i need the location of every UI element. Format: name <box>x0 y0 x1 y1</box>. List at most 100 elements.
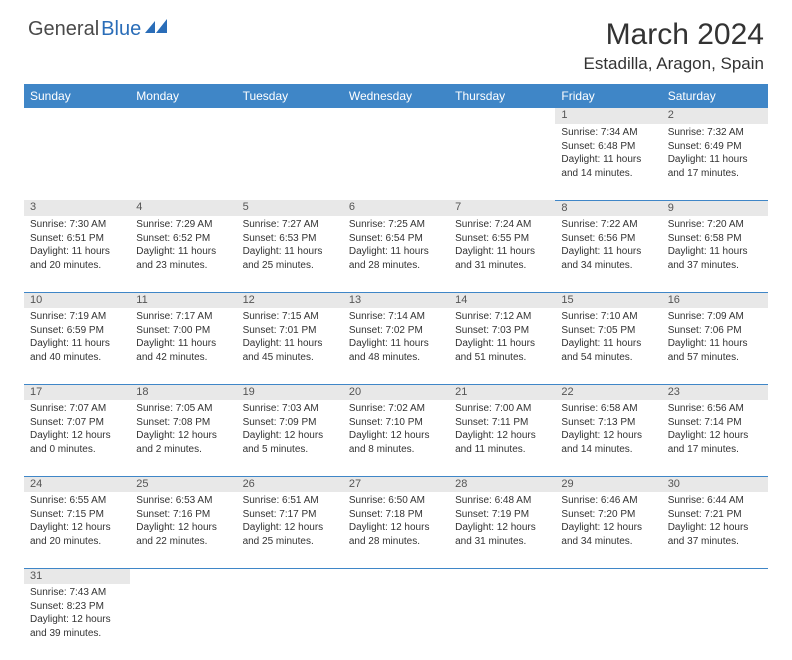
day-content-cell: Sunrise: 7:12 AMSunset: 7:03 PMDaylight:… <box>449 308 555 384</box>
day-number: 28 <box>449 477 555 491</box>
day-number: 9 <box>662 201 768 215</box>
day-number-row: 31 <box>24 568 768 584</box>
day-content-cell <box>343 124 449 200</box>
day-info: Sunrise: 6:53 AMSunset: 7:16 PMDaylight:… <box>130 492 236 552</box>
day-info: Sunrise: 6:50 AMSunset: 7:18 PMDaylight:… <box>343 492 449 552</box>
day-number: 1 <box>555 108 661 122</box>
day-number: 15 <box>555 293 661 307</box>
day-info: Sunrise: 7:32 AMSunset: 6:49 PMDaylight:… <box>662 124 768 184</box>
day-number-cell <box>343 108 449 124</box>
day-info: Sunrise: 6:55 AMSunset: 7:15 PMDaylight:… <box>24 492 130 552</box>
day-number-cell: 25 <box>130 476 236 492</box>
day-info: Sunrise: 7:24 AMSunset: 6:55 PMDaylight:… <box>449 216 555 276</box>
weekday-header: Sunday <box>24 84 130 108</box>
day-content-cell: Sunrise: 6:51 AMSunset: 7:17 PMDaylight:… <box>237 492 343 568</box>
day-info: Sunrise: 7:00 AMSunset: 7:11 PMDaylight:… <box>449 400 555 460</box>
day-number-cell: 14 <box>449 292 555 308</box>
day-number: 18 <box>130 385 236 399</box>
day-info: Sunrise: 7:15 AMSunset: 7:01 PMDaylight:… <box>237 308 343 368</box>
day-info: Sunrise: 7:20 AMSunset: 6:58 PMDaylight:… <box>662 216 768 276</box>
day-content-cell: Sunrise: 7:10 AMSunset: 7:05 PMDaylight:… <box>555 308 661 384</box>
day-number-cell: 22 <box>555 384 661 400</box>
location: Estadilla, Aragon, Spain <box>583 54 764 74</box>
day-number-cell: 17 <box>24 384 130 400</box>
day-content-cell: Sunrise: 7:29 AMSunset: 6:52 PMDaylight:… <box>130 216 236 292</box>
day-content-cell: Sunrise: 6:46 AMSunset: 7:20 PMDaylight:… <box>555 492 661 568</box>
day-content-row: Sunrise: 6:55 AMSunset: 7:15 PMDaylight:… <box>24 492 768 568</box>
day-content-row: Sunrise: 7:43 AMSunset: 8:23 PMDaylight:… <box>24 584 768 660</box>
day-content-cell: Sunrise: 7:27 AMSunset: 6:53 PMDaylight:… <box>237 216 343 292</box>
day-info: Sunrise: 7:29 AMSunset: 6:52 PMDaylight:… <box>130 216 236 276</box>
day-content-row: Sunrise: 7:30 AMSunset: 6:51 PMDaylight:… <box>24 216 768 292</box>
header: GeneralBlue March 2024 Estadilla, Aragon… <box>0 0 792 78</box>
day-content-cell: Sunrise: 7:14 AMSunset: 7:02 PMDaylight:… <box>343 308 449 384</box>
day-content-cell: Sunrise: 7:22 AMSunset: 6:56 PMDaylight:… <box>555 216 661 292</box>
day-number-cell <box>130 568 236 584</box>
day-content-cell: Sunrise: 7:07 AMSunset: 7:07 PMDaylight:… <box>24 400 130 476</box>
day-info: Sunrise: 7:34 AMSunset: 6:48 PMDaylight:… <box>555 124 661 184</box>
day-number: 8 <box>555 201 661 215</box>
day-info: Sunrise: 7:14 AMSunset: 7:02 PMDaylight:… <box>343 308 449 368</box>
day-info: Sunrise: 7:02 AMSunset: 7:10 PMDaylight:… <box>343 400 449 460</box>
day-content-cell: Sunrise: 7:25 AMSunset: 6:54 PMDaylight:… <box>343 216 449 292</box>
day-number: 16 <box>662 293 768 307</box>
day-number: 26 <box>237 477 343 491</box>
day-number-cell: 28 <box>449 476 555 492</box>
weekday-header: Saturday <box>662 84 768 108</box>
day-content-cell: Sunrise: 6:48 AMSunset: 7:19 PMDaylight:… <box>449 492 555 568</box>
day-info: Sunrise: 6:58 AMSunset: 7:13 PMDaylight:… <box>555 400 661 460</box>
day-number: 23 <box>662 385 768 399</box>
weekday-header: Wednesday <box>343 84 449 108</box>
day-info: Sunrise: 6:44 AMSunset: 7:21 PMDaylight:… <box>662 492 768 552</box>
day-content-cell <box>237 124 343 200</box>
day-info: Sunrise: 7:03 AMSunset: 7:09 PMDaylight:… <box>237 400 343 460</box>
day-number-cell: 9 <box>662 200 768 216</box>
day-number: 31 <box>24 569 130 583</box>
day-info: Sunrise: 7:10 AMSunset: 7:05 PMDaylight:… <box>555 308 661 368</box>
day-number: 3 <box>24 200 130 214</box>
day-info: Sunrise: 7:07 AMSunset: 7:07 PMDaylight:… <box>24 400 130 460</box>
day-content-cell: Sunrise: 6:56 AMSunset: 7:14 PMDaylight:… <box>662 400 768 476</box>
day-number: 21 <box>449 385 555 399</box>
day-info: Sunrise: 7:05 AMSunset: 7:08 PMDaylight:… <box>130 400 236 460</box>
day-number-cell <box>130 108 236 124</box>
day-number-cell: 11 <box>130 292 236 308</box>
day-number-cell: 19 <box>237 384 343 400</box>
day-number: 19 <box>237 385 343 399</box>
day-content-cell: Sunrise: 7:30 AMSunset: 6:51 PMDaylight:… <box>24 216 130 292</box>
day-number-cell <box>449 108 555 124</box>
day-info: Sunrise: 7:43 AMSunset: 8:23 PMDaylight:… <box>24 584 130 644</box>
day-number-cell: 6 <box>343 200 449 216</box>
weekday-header-row: SundayMondayTuesdayWednesdayThursdayFrid… <box>24 84 768 108</box>
weekday-header: Monday <box>130 84 236 108</box>
day-number-cell <box>343 568 449 584</box>
day-number-cell: 7 <box>449 200 555 216</box>
day-content-cell: Sunrise: 7:20 AMSunset: 6:58 PMDaylight:… <box>662 216 768 292</box>
day-content-cell: Sunrise: 7:02 AMSunset: 7:10 PMDaylight:… <box>343 400 449 476</box>
day-number-cell <box>555 568 661 584</box>
day-info: Sunrise: 7:22 AMSunset: 6:56 PMDaylight:… <box>555 216 661 276</box>
day-number-cell: 1 <box>555 108 661 124</box>
day-content-cell <box>237 584 343 660</box>
day-number-cell <box>662 568 768 584</box>
day-number-cell: 4 <box>130 200 236 216</box>
day-number-cell: 18 <box>130 384 236 400</box>
day-content-cell <box>555 584 661 660</box>
day-content-cell: Sunrise: 7:24 AMSunset: 6:55 PMDaylight:… <box>449 216 555 292</box>
weekday-header: Tuesday <box>237 84 343 108</box>
day-number: 24 <box>24 477 130 491</box>
day-number: 13 <box>343 293 449 307</box>
day-number-cell: 2 <box>662 108 768 124</box>
day-info: Sunrise: 6:51 AMSunset: 7:17 PMDaylight:… <box>237 492 343 552</box>
day-number-cell <box>237 108 343 124</box>
day-number: 10 <box>24 293 130 307</box>
day-content-cell <box>449 584 555 660</box>
day-info: Sunrise: 7:09 AMSunset: 7:06 PMDaylight:… <box>662 308 768 368</box>
weekday-header: Friday <box>555 84 661 108</box>
calendar-table: SundayMondayTuesdayWednesdayThursdayFrid… <box>24 84 768 660</box>
day-number: 7 <box>449 200 555 214</box>
day-number: 27 <box>343 477 449 491</box>
logo-text-blue: Blue <box>101 18 141 41</box>
day-content-cell: Sunrise: 6:50 AMSunset: 7:18 PMDaylight:… <box>343 492 449 568</box>
day-number-cell: 21 <box>449 384 555 400</box>
